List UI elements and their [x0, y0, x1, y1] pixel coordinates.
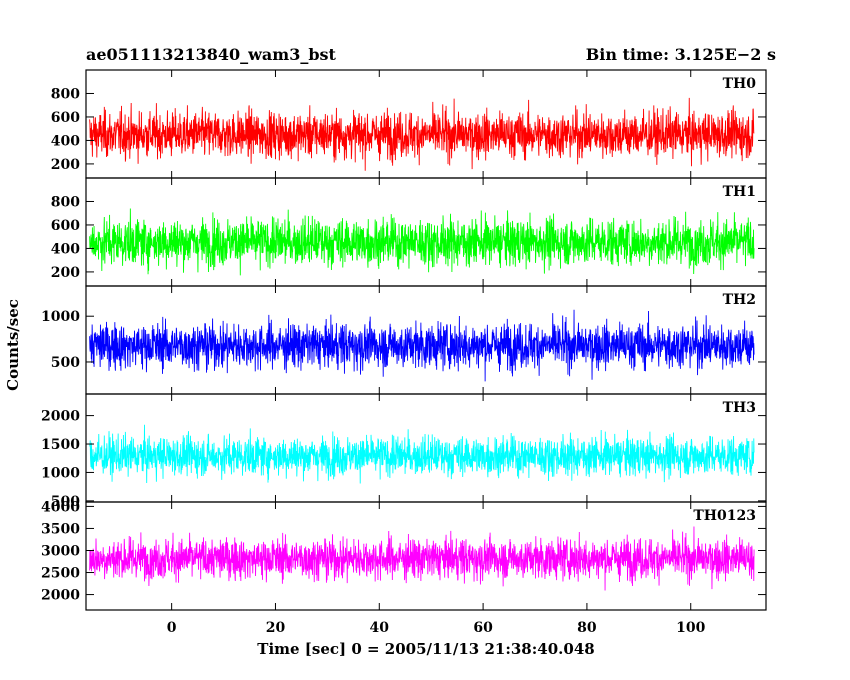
panels-group: 200 400 600 800 TH0 200 400 600 800 TH1 500 1000 TH2… [41, 69, 767, 611]
bin-time-label: Bin time: 3.125E−2 s [586, 45, 776, 64]
chart-title: ae051113213840_wam3_bst [86, 45, 337, 64]
x-tick-label: 20 [266, 620, 286, 636]
y-tick-label: 2500 [41, 566, 80, 582]
panel-th0123: 2000 2500 3000 3500 4000 TH0123 [41, 499, 767, 611]
panel-th1: 200 400 600 800 TH1 [51, 177, 767, 287]
x-tick-label: 40 [370, 620, 390, 636]
panel-th0: 200 400 600 800 TH0 [51, 69, 767, 179]
panel-frame [85, 501, 767, 611]
panel-label: TH2 [723, 292, 756, 308]
y-tick-label: 600 [51, 218, 80, 234]
y-tick-label: 600 [51, 110, 80, 126]
series-trace-th2 [89, 309, 755, 382]
y-tick-label: 200 [51, 265, 80, 281]
y-tick-label: 1000 [41, 309, 80, 325]
panel-label: TH0123 [693, 508, 756, 524]
y-tick-label: 3500 [41, 521, 80, 537]
y-tick-label: 500 [51, 355, 80, 371]
y-tick-label: 1500 [41, 437, 80, 453]
x-tick-label: 80 [577, 620, 597, 636]
y-tick-label: 800 [51, 194, 80, 210]
x-tick-label: 100 [676, 620, 705, 636]
series-trace-th3 [89, 424, 755, 484]
y-tick-label: 400 [51, 133, 80, 149]
series-trace-th0123 [89, 526, 755, 591]
x-axis-title: Time [sec] 0 = 2005/11/13 21:38:40.048 [257, 640, 594, 658]
x-axis: 0 20 40 60 80 100 [167, 620, 706, 636]
series-trace-th1 [89, 208, 755, 276]
panel-label: TH3 [723, 400, 756, 416]
y-tick-label: 4000 [41, 499, 80, 515]
y-tick-label: 3000 [41, 543, 80, 559]
y-tick-label: 400 [51, 241, 80, 257]
panel-frame [85, 69, 767, 179]
panel-label: TH1 [723, 184, 756, 200]
y-tick-label: 1000 [41, 465, 80, 481]
panel-th2: 500 1000 TH2 [41, 285, 767, 395]
y-tick-label: 2000 [41, 409, 80, 425]
y-tick-label: 800 [51, 86, 80, 102]
panel-th3: 500 1000 1500 2000 TH3 [41, 393, 767, 510]
x-tick-label: 60 [473, 620, 493, 636]
y-axis-title: Counts/sec [4, 299, 22, 391]
y-tick-label: 200 [51, 157, 80, 173]
series-trace-th0 [89, 97, 755, 171]
y-tick-label: 500 [51, 494, 80, 510]
x-tick-label: 0 [167, 620, 177, 636]
panel-label: TH0 [723, 76, 757, 92]
y-tick-label: 2000 [41, 588, 80, 604]
